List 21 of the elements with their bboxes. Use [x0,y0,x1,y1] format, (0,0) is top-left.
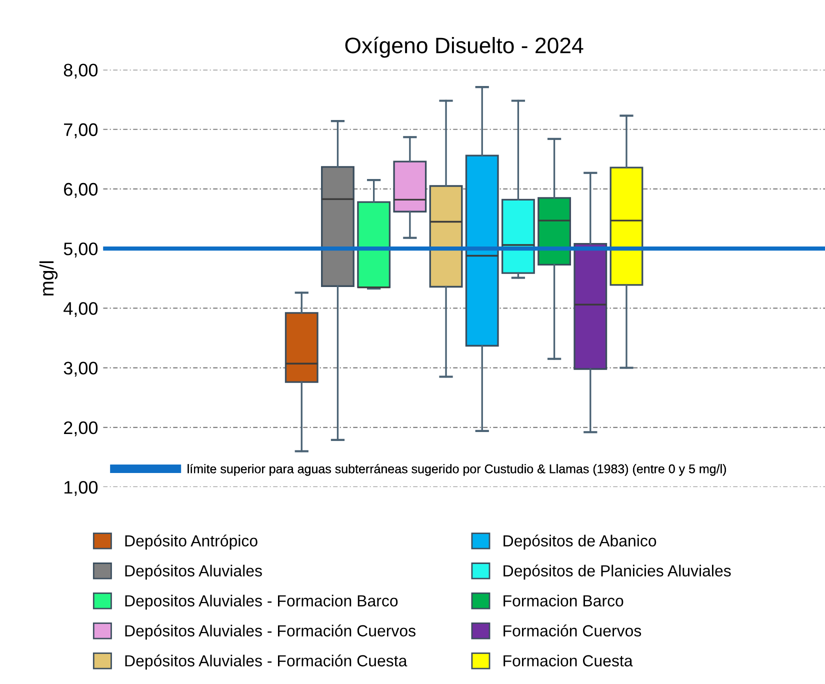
y-tick-label: 4,00 [64,302,98,318]
legend-label: Formacion Cuesta [504,654,633,666]
y-tick-label: 2,00 [64,421,98,436]
y-tick-label: 3,00 [64,362,98,377]
y-tick-label: 1,00 [64,480,98,496]
legend-label: Depósitos de Abanico [504,534,656,550]
legend-label: Formacion Barco [504,594,624,606]
y-tick-label: 6,00 [64,182,98,198]
y-tick-label: 5,00 [64,242,98,258]
legend-label: Depósitos Aluviales - Formación Cuesta [125,654,408,670]
legend-label: Depósito Antrópico [125,534,258,550]
legend-label: Depósitos de Planicies Aluviales [504,564,731,580]
y-axis-title: mg/l [39,261,58,296]
legend-label: Depósitos Aluviales - Formación Cuervos [125,624,416,640]
legend-label: Formación Cuervos [504,624,642,636]
y-tick-label: 7,00 [64,123,98,138]
y-tick-label: 8,00 [64,64,98,79]
legend-label: Depósitos Aluviales [125,564,262,580]
legend-label: Depositos Aluviales - Formacion Barco [125,594,398,610]
legend-label: límite superior para aguas subterráneas sugerido por Custudio & Llamas (1983) (entre 0 y 5 mg/l) [188,464,726,476]
chart-title: Oxígeno Disuelto - 2024 [345,36,584,58]
